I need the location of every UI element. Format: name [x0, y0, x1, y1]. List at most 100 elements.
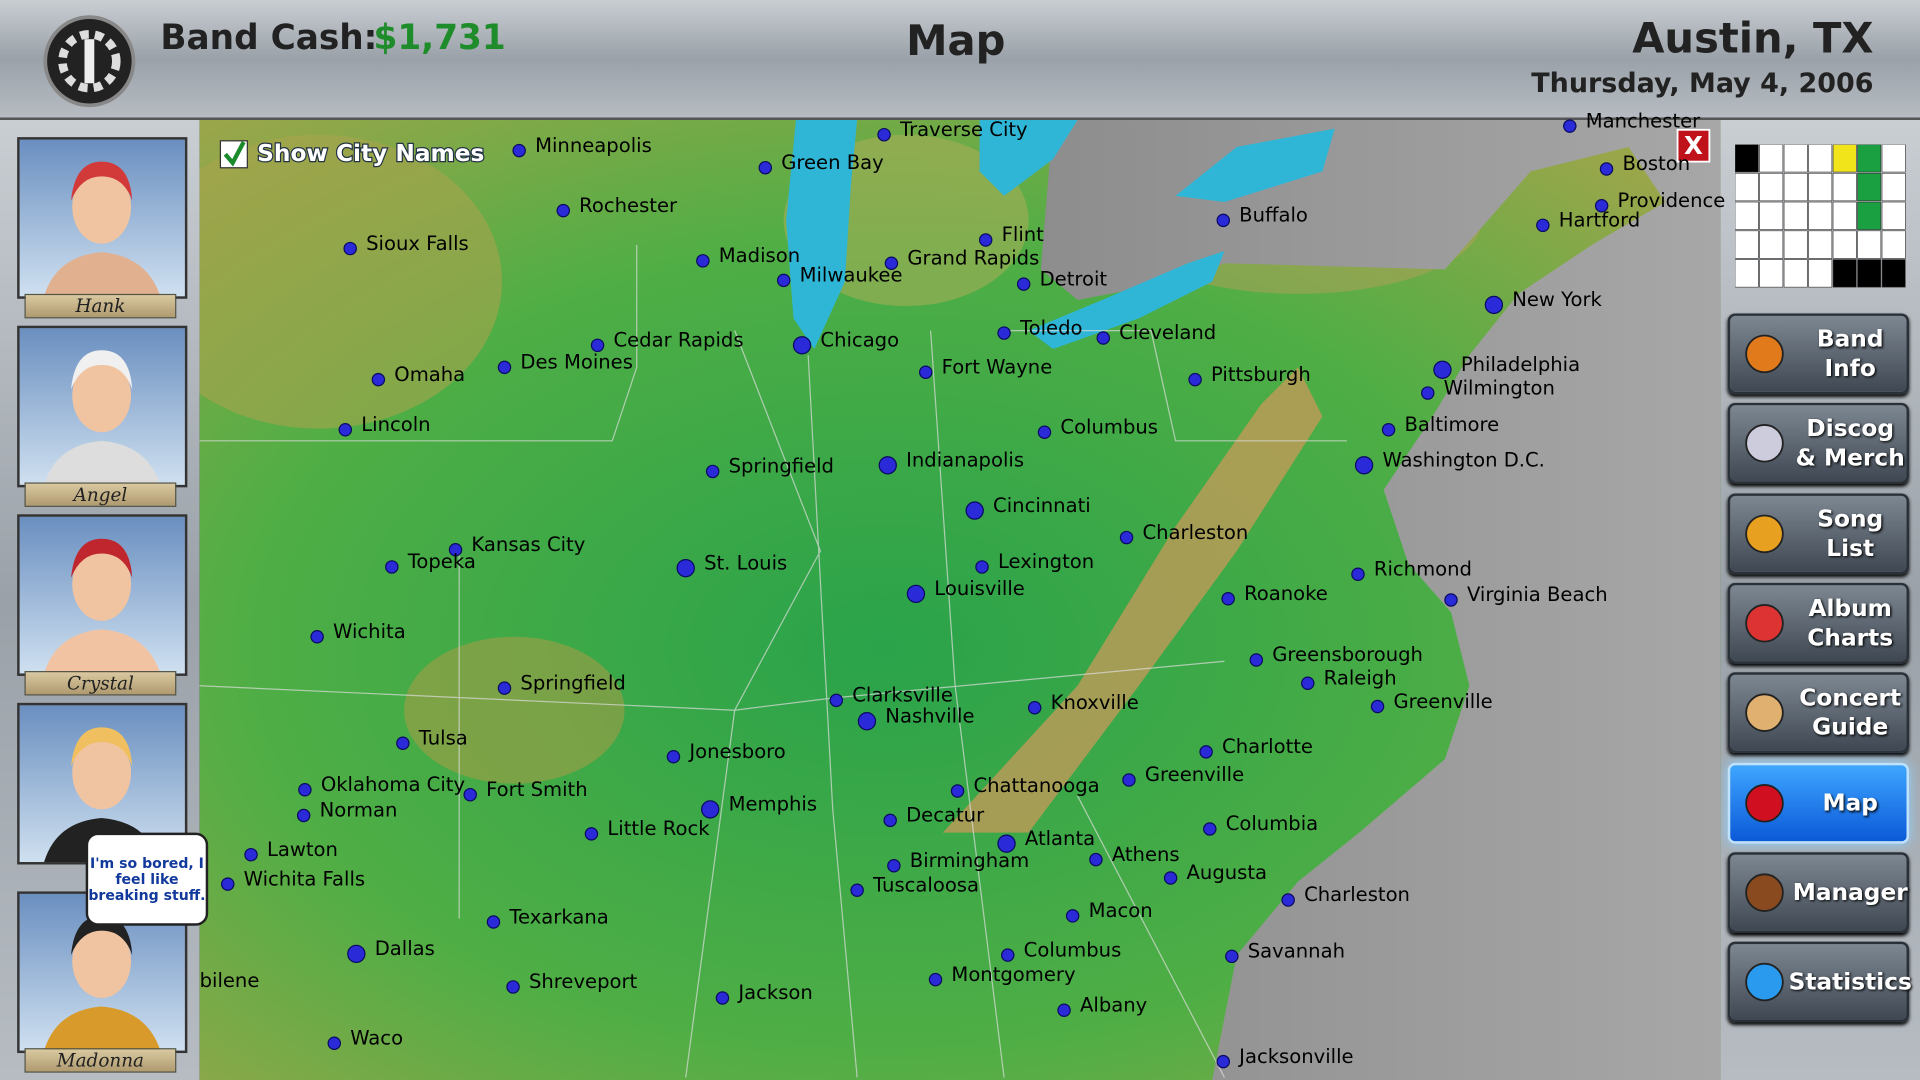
city-dot[interactable]	[1027, 701, 1042, 715]
city-dot[interactable]	[1433, 360, 1452, 379]
city-dot[interactable]	[385, 560, 399, 574]
city-dot[interactable]	[298, 783, 312, 797]
city-dot[interactable]	[878, 456, 897, 475]
city-dot[interactable]	[792, 336, 812, 355]
city-dot[interactable]	[829, 693, 844, 708]
city-dot[interactable]	[1203, 822, 1217, 836]
city-dot[interactable]	[1444, 593, 1458, 607]
city-dot[interactable]	[997, 326, 1011, 340]
city-dot[interactable]	[1354, 456, 1374, 475]
city-dot[interactable]	[1249, 653, 1264, 667]
city-dot[interactable]	[371, 372, 386, 387]
city-dot[interactable]	[506, 980, 520, 994]
city-dot[interactable]	[338, 423, 353, 437]
city-dot[interactable]	[463, 787, 477, 802]
city-dot[interactable]	[1599, 162, 1614, 176]
city-name: Fort Wayne	[942, 355, 1053, 378]
avatar-head	[72, 358, 132, 433]
city-dot[interactable]	[497, 681, 512, 695]
city-dot[interactable]	[347, 944, 366, 964]
show-names-label[interactable]: Show City Names	[256, 139, 486, 168]
city-dot[interactable]	[1037, 425, 1052, 439]
city-dot[interactable]	[696, 254, 710, 268]
city-dot[interactable]	[758, 161, 773, 175]
menu-button[interactable]: Album Charts	[1727, 582, 1909, 664]
city-dot[interactable]	[448, 543, 463, 557]
city-dot[interactable]	[965, 501, 984, 520]
city-dot[interactable]	[497, 360, 512, 375]
city-dot[interactable]	[1301, 676, 1315, 691]
city-dot[interactable]	[978, 233, 993, 247]
city-dot[interactable]	[1096, 331, 1111, 345]
city-dot[interactable]	[1221, 592, 1235, 606]
city-dot[interactable]	[1225, 949, 1239, 964]
city-dot[interactable]	[850, 883, 864, 897]
city-dot[interactable]	[883, 813, 897, 828]
city-dot[interactable]	[776, 273, 791, 288]
city-dot[interactable]	[950, 784, 965, 798]
menu-button[interactable]: Map	[1727, 762, 1909, 844]
city-dot[interactable]	[701, 800, 720, 819]
city-dot[interactable]	[666, 750, 681, 764]
city-dot[interactable]	[1216, 1054, 1231, 1069]
city-dot[interactable]	[1122, 773, 1136, 787]
city-dot[interactable]	[715, 991, 730, 1005]
calendar-day	[1759, 259, 1784, 288]
city-dot[interactable]	[1057, 1003, 1071, 1017]
avatar-hair	[71, 727, 133, 767]
city-dot[interactable]	[584, 827, 599, 841]
city-dot[interactable]	[1381, 423, 1396, 437]
calendar-day	[1735, 259, 1759, 288]
city-dot[interactable]	[1421, 386, 1435, 400]
city-dot[interactable]	[1119, 530, 1134, 545]
city-dot[interactable]	[928, 972, 943, 987]
city-dot[interactable]	[1001, 948, 1015, 962]
menu-button[interactable]: Discog & Merch	[1727, 403, 1909, 485]
city-dot[interactable]	[1484, 295, 1504, 315]
member-portrait[interactable]	[17, 514, 188, 676]
city-dot[interactable]	[486, 915, 501, 929]
calendar-day	[1808, 201, 1833, 230]
city-dot[interactable]	[1163, 871, 1178, 885]
city-dot[interactable]	[1351, 567, 1365, 582]
city-dot[interactable]	[343, 241, 357, 256]
city-dot[interactable]	[310, 630, 324, 644]
city-dot[interactable]	[887, 858, 901, 873]
city-dot[interactable]	[221, 877, 235, 891]
city-dot[interactable]	[1089, 852, 1103, 867]
city-dot[interactable]	[676, 558, 695, 578]
member-portrait[interactable]	[17, 325, 188, 488]
menu-button[interactable]: Concert Guide	[1727, 672, 1909, 754]
city-dot[interactable]	[1199, 745, 1213, 759]
city-dot[interactable]	[396, 736, 410, 751]
city-dot[interactable]	[556, 203, 571, 218]
city-dot[interactable]	[906, 584, 926, 604]
city-dot[interactable]	[1016, 277, 1031, 291]
city-layer: Minneapolis Traverse City Manchester Green …	[200, 109, 1725, 1069]
close-button[interactable]	[1676, 128, 1711, 163]
menu-button[interactable]: Manager	[1727, 851, 1909, 933]
city-dot[interactable]	[512, 143, 526, 158]
city-dot[interactable]	[884, 256, 899, 271]
city-dot[interactable]	[1370, 699, 1385, 714]
city-dot[interactable]	[590, 338, 605, 353]
city-dot[interactable]	[296, 808, 311, 823]
city-dot[interactable]	[705, 464, 720, 479]
menu-button[interactable]: Band Info	[1727, 313, 1909, 395]
city-dot[interactable]	[918, 365, 933, 379]
menu-button[interactable]: Song List	[1727, 492, 1909, 574]
city-dot[interactable]	[1216, 213, 1231, 228]
city-dot[interactable]	[1594, 198, 1609, 213]
city-dot[interactable]	[1563, 119, 1577, 133]
city-dot[interactable]	[997, 834, 1016, 853]
menu-button[interactable]: Statistics	[1727, 941, 1912, 1023]
city-dot[interactable]	[1281, 893, 1295, 907]
city-dot[interactable]	[244, 847, 258, 862]
city-dot[interactable]	[1188, 372, 1202, 387]
city-dot[interactable]	[975, 560, 989, 574]
city-dot[interactable]	[857, 712, 877, 731]
city-dot[interactable]	[327, 1036, 342, 1051]
city-dot[interactable]	[877, 127, 891, 142]
city-dot[interactable]	[1536, 218, 1550, 233]
city-dot[interactable]	[1065, 909, 1080, 923]
